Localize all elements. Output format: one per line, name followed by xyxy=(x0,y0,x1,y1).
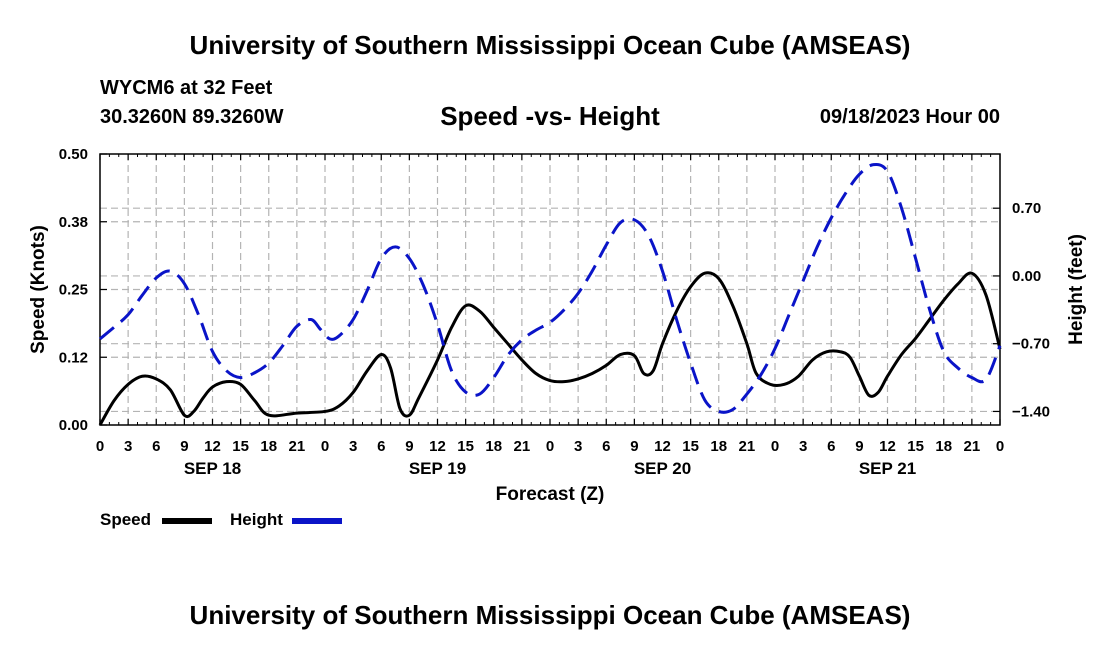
y-right-tick-label: 0.70 xyxy=(1012,200,1041,217)
legend-height-label: Height xyxy=(230,510,283,529)
legend-speed-swatch xyxy=(162,518,212,524)
x-tick-label: 6 xyxy=(377,438,385,455)
x-tick-label: 18 xyxy=(485,438,502,455)
x-tick-label: 15 xyxy=(457,438,474,455)
x-tick-label: 21 xyxy=(739,438,756,455)
x-tick-label: 15 xyxy=(907,438,924,455)
x-tick-label: 12 xyxy=(654,438,671,455)
series-line-speed xyxy=(98,271,1002,426)
x-tick-label: 6 xyxy=(827,438,835,455)
legend-height-swatch xyxy=(292,518,342,524)
x-tick-label: 9 xyxy=(180,438,188,455)
y-right-tick-label: −0.70 xyxy=(1012,336,1050,353)
forecast-date: 09/18/2023 Hour 00 xyxy=(819,106,1000,128)
x-tick-label: 12 xyxy=(204,438,221,455)
y-left-axis-title: Speed (Knots) xyxy=(28,225,49,354)
x-tick-label: 15 xyxy=(232,438,249,455)
x-tick-label: 12 xyxy=(429,438,446,455)
x-tick-label: 18 xyxy=(935,438,952,455)
day-label: SEP 19 xyxy=(409,459,466,478)
x-tick-label: 0 xyxy=(771,438,779,455)
x-tick-label: 9 xyxy=(855,438,863,455)
coordinates-label: 30.3260N 89.3260W xyxy=(100,106,284,128)
station-label: WYCM6 at 32 Feet xyxy=(100,77,273,99)
y-left-tick-label: 0.38 xyxy=(59,214,88,231)
footer-title: University of Southern Mississippi Ocean… xyxy=(189,600,911,630)
x-tick-label: 3 xyxy=(349,438,357,455)
day-label: SEP 20 xyxy=(634,459,691,478)
x-tick-label: 0 xyxy=(546,438,554,455)
series-line-height xyxy=(99,162,1002,414)
x-tick-label: 3 xyxy=(574,438,582,455)
y-left-tick-label: 0.12 xyxy=(59,349,88,366)
y-right-tick-label: 0.00 xyxy=(1012,268,1041,285)
chart-subtitle: Speed -vs- Height xyxy=(440,101,660,131)
x-tick-label: 3 xyxy=(124,438,132,455)
x-tick-label: 3 xyxy=(799,438,807,455)
x-tick-label: 21 xyxy=(514,438,531,455)
y-right-axis-title: Height (feet) xyxy=(1066,234,1087,345)
legend-speed-label: Speed xyxy=(100,510,152,529)
x-tick-label: 0 xyxy=(996,438,1004,455)
x-tick-label: 18 xyxy=(710,438,727,455)
day-label: SEP 21 xyxy=(859,459,916,478)
x-axis-title: Forecast (Z) xyxy=(496,484,605,505)
x-tick-label: 12 xyxy=(879,438,896,455)
x-tick-label: 6 xyxy=(602,438,610,455)
x-tick-label: 21 xyxy=(964,438,981,455)
x-tick-label: 15 xyxy=(682,438,699,455)
x-tick-label: 0 xyxy=(321,438,329,455)
y-left-tick-label: 0.50 xyxy=(59,146,88,163)
day-label: SEP 18 xyxy=(184,459,241,478)
y-left-tick-label: 0.25 xyxy=(59,282,88,299)
x-tick-label: 21 xyxy=(289,438,306,455)
main-title: University of Southern Mississippi Ocean… xyxy=(189,30,911,60)
x-tick-label: 0 xyxy=(96,438,104,455)
x-tick-label: 9 xyxy=(630,438,638,455)
y-right-tick-label: −1.40 xyxy=(1012,403,1050,420)
x-tick-label: 18 xyxy=(260,438,277,455)
y-left-tick-label: 0.00 xyxy=(59,417,88,434)
x-tick-label: 9 xyxy=(405,438,413,455)
x-tick-label: 6 xyxy=(152,438,160,455)
